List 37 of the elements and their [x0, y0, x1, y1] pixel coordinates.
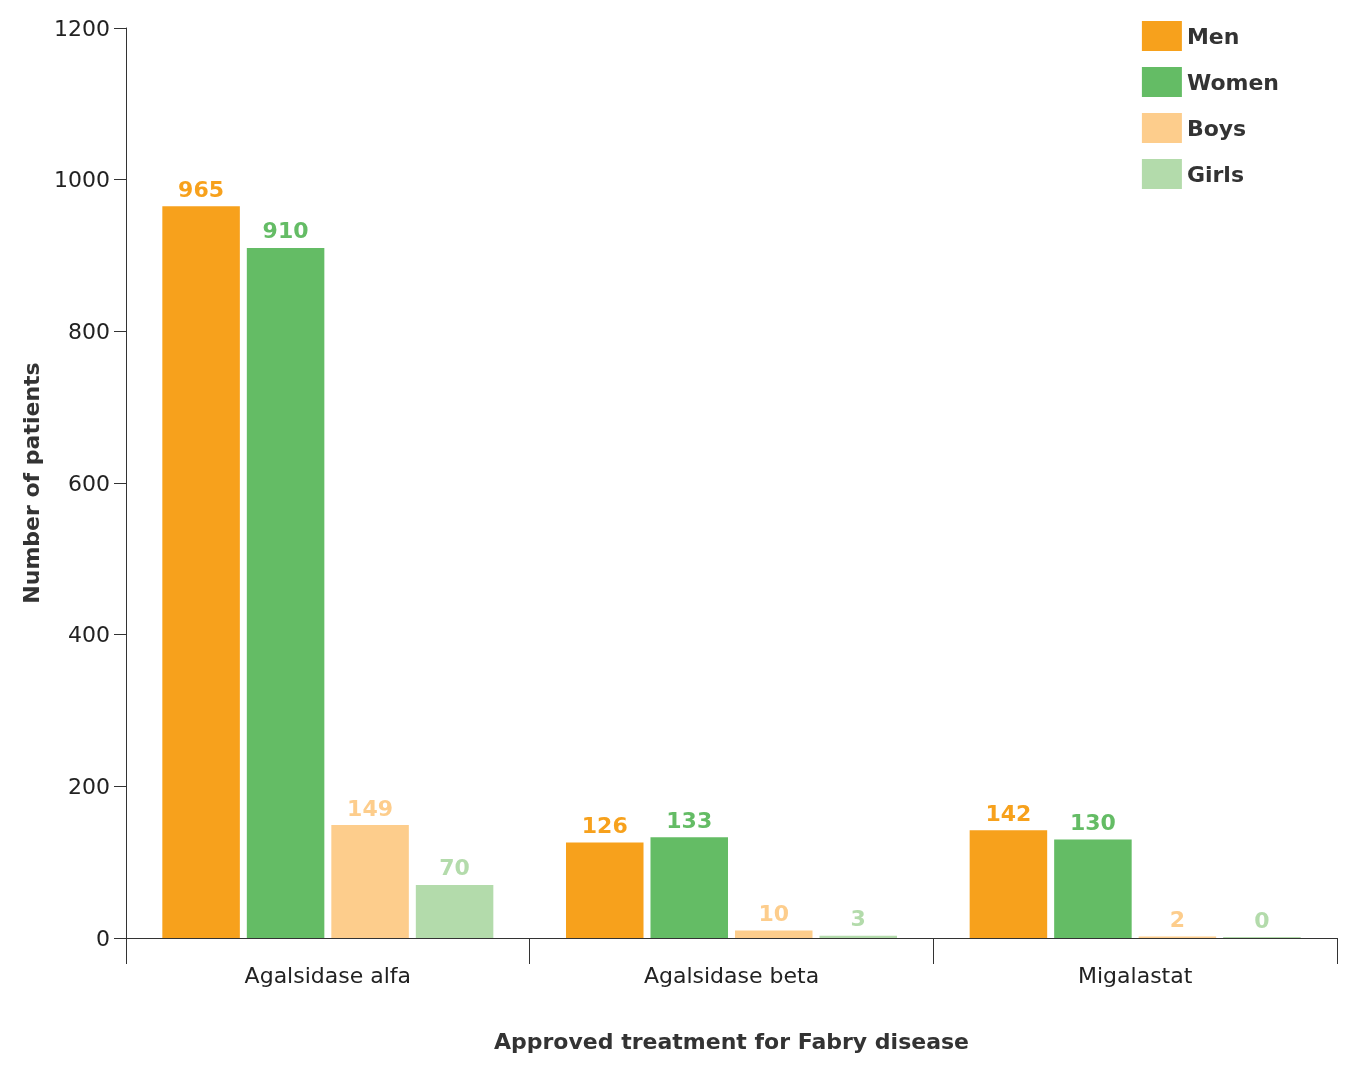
- legend-label: Women: [1186, 69, 1280, 95]
- data-label: 10: [758, 900, 790, 926]
- data-label: 149: [347, 795, 394, 821]
- data-label: 910: [262, 218, 309, 244]
- data-label: 126: [581, 812, 628, 838]
- y-tick-label: 800: [68, 318, 110, 344]
- bar: [162, 206, 240, 938]
- data-label: 133: [666, 807, 713, 833]
- y-tick-label: 1200: [54, 15, 110, 41]
- x-tick-label: Agalsidase beta: [643, 962, 820, 988]
- x-axis-title: Approved treatment for Fabry disease: [493, 1028, 970, 1054]
- y-tick-label: 1000: [54, 167, 110, 193]
- data-label: 3: [850, 906, 866, 932]
- x-tick-label: Migalastat: [1077, 962, 1193, 988]
- x-tick-label: Agalsidase alfa: [244, 962, 412, 988]
- data-label: 0: [1254, 907, 1270, 933]
- y-tick-label: 400: [68, 622, 110, 648]
- legend-label: Girls: [1186, 161, 1244, 187]
- data-label: 130: [1069, 809, 1116, 835]
- legend-label: Boys: [1186, 115, 1247, 141]
- bar: [566, 842, 644, 938]
- bar: [734, 930, 813, 938]
- legend-label: Men: [1186, 23, 1240, 49]
- data-label: 2: [1169, 906, 1186, 932]
- y-tick-label: 600: [68, 470, 110, 496]
- y-tick-label: 200: [68, 773, 110, 799]
- data-label: 70: [439, 855, 470, 881]
- data-label: 965: [178, 176, 225, 202]
- bar: [1054, 839, 1132, 938]
- bar: [246, 247, 325, 938]
- y-axis-title: Number of patients: [18, 362, 44, 604]
- bar: [650, 837, 729, 938]
- data-label: 142: [985, 800, 1032, 826]
- bar: [969, 830, 1048, 938]
- bar: [331, 825, 409, 938]
- bar: [415, 884, 494, 938]
- y-tick-label: 0: [96, 925, 110, 951]
